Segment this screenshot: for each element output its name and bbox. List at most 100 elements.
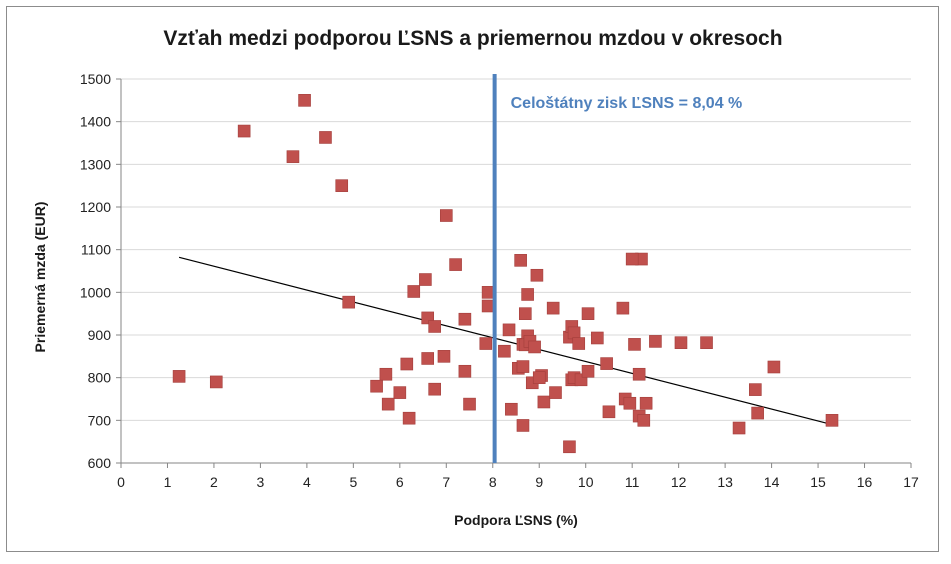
data-point bbox=[581, 307, 595, 320]
x-tick-label: 7 bbox=[442, 474, 450, 490]
data-point bbox=[458, 312, 472, 326]
x-tick-label: 12 bbox=[671, 474, 687, 490]
data-point bbox=[449, 258, 462, 271]
y-tick-label: 1400 bbox=[80, 114, 111, 130]
data-point bbox=[751, 406, 764, 420]
data-point bbox=[637, 414, 651, 427]
x-tick-label: 17 bbox=[903, 474, 919, 490]
scatter-chart: Vzťah medzi podporou ĽSNS a priemernou m… bbox=[32, 27, 919, 528]
data-point bbox=[407, 285, 421, 298]
data-point bbox=[481, 299, 495, 313]
y-tick-label: 1300 bbox=[80, 156, 111, 172]
trendline-group bbox=[178, 256, 833, 426]
x-tick-label: 8 bbox=[489, 474, 497, 490]
data-point bbox=[581, 364, 595, 378]
data-point bbox=[319, 131, 332, 144]
data-point bbox=[623, 396, 637, 410]
y-tick-labels: 600 700 800 900 1000 1100 1200 1300 1400 1500 bbox=[80, 71, 111, 471]
data-point bbox=[505, 402, 518, 416]
data-point bbox=[335, 179, 349, 192]
data-point bbox=[428, 382, 441, 396]
data-point bbox=[428, 320, 441, 333]
data-point bbox=[639, 396, 653, 410]
data-point bbox=[602, 405, 616, 419]
x-tick-label: 11 bbox=[625, 474, 640, 490]
data-point bbox=[421, 352, 435, 365]
data-point bbox=[563, 440, 576, 454]
data-point bbox=[400, 357, 414, 371]
gridlines bbox=[121, 78, 911, 421]
data-point bbox=[700, 336, 713, 349]
data-point bbox=[825, 414, 839, 427]
x-tick-label: 1 bbox=[164, 474, 172, 490]
data-point bbox=[549, 386, 562, 399]
data-point bbox=[521, 288, 534, 301]
data-point bbox=[530, 268, 544, 282]
x-tick-label: 10 bbox=[578, 474, 594, 490]
y-tick-label: 1000 bbox=[80, 284, 111, 300]
x-tick-label: 16 bbox=[857, 474, 873, 490]
data-point bbox=[458, 364, 472, 378]
data-point bbox=[298, 94, 311, 107]
data-point bbox=[439, 209, 453, 222]
x-tick-label: 4 bbox=[303, 474, 311, 490]
x-tick-label: 0 bbox=[117, 474, 125, 490]
data-point bbox=[532, 371, 546, 384]
data-point bbox=[632, 367, 646, 381]
x-tick-label: 9 bbox=[535, 474, 543, 490]
data-point bbox=[625, 252, 639, 266]
data-point bbox=[528, 340, 541, 354]
x-tick-label: 15 bbox=[810, 474, 826, 490]
data-point bbox=[516, 360, 530, 373]
data-point bbox=[342, 295, 356, 309]
data-point bbox=[502, 323, 516, 337]
y-tick-label: 1500 bbox=[80, 71, 111, 87]
data-point bbox=[463, 397, 476, 411]
x-tick-labels: 0 1 2 3 4 5 6 7 8 9 10 11 12 13 14 15 16 17 bbox=[117, 474, 919, 490]
y-tick-label: 700 bbox=[88, 412, 112, 428]
data-point bbox=[600, 357, 613, 370]
data-point bbox=[572, 337, 586, 350]
data-point bbox=[537, 395, 551, 409]
data-point bbox=[479, 337, 493, 350]
data-point bbox=[674, 336, 688, 349]
data-point bbox=[649, 335, 662, 348]
data-point bbox=[379, 367, 393, 381]
national-average-group: Celoštátny zisk ĽSNS = 8,04 % bbox=[492, 74, 742, 463]
x-tick-label: 2 bbox=[210, 474, 218, 490]
data-point bbox=[437, 350, 451, 363]
data-point bbox=[393, 386, 407, 399]
data-point bbox=[209, 375, 223, 389]
y-tick-label: 1100 bbox=[81, 242, 111, 258]
data-point bbox=[767, 360, 781, 374]
y-tick-label: 800 bbox=[88, 370, 112, 386]
x-tick-label: 5 bbox=[349, 474, 357, 490]
data-point bbox=[518, 307, 532, 320]
x-tick-label: 14 bbox=[764, 474, 780, 490]
y-axis-title: Priemerná mzda (EUR) bbox=[32, 202, 48, 353]
data-point bbox=[546, 301, 560, 315]
data-point bbox=[749, 383, 762, 396]
data-point bbox=[172, 370, 186, 383]
data-points bbox=[172, 94, 839, 454]
data-point bbox=[370, 379, 383, 393]
data-point bbox=[419, 273, 432, 286]
chart-title: Vzťah medzi podporou ĽSNS a priemernou m… bbox=[163, 27, 782, 50]
y-tick-label: 1200 bbox=[80, 199, 111, 215]
data-point bbox=[498, 344, 511, 358]
data-point bbox=[732, 421, 746, 435]
axes bbox=[116, 78, 912, 468]
x-tick-label: 3 bbox=[257, 474, 265, 490]
data-point bbox=[402, 411, 416, 425]
y-tick-label: 900 bbox=[88, 327, 112, 343]
x-tick-label: 6 bbox=[396, 474, 404, 490]
data-point bbox=[516, 419, 530, 432]
data-point bbox=[567, 326, 581, 340]
data-point bbox=[381, 397, 395, 411]
data-point bbox=[628, 338, 641, 351]
x-axis-title: Podpora ĽSNS (%) bbox=[454, 512, 578, 528]
data-point bbox=[616, 301, 630, 315]
y-tick-label: 600 bbox=[88, 455, 112, 471]
data-point bbox=[514, 254, 527, 267]
data-point bbox=[481, 286, 495, 299]
